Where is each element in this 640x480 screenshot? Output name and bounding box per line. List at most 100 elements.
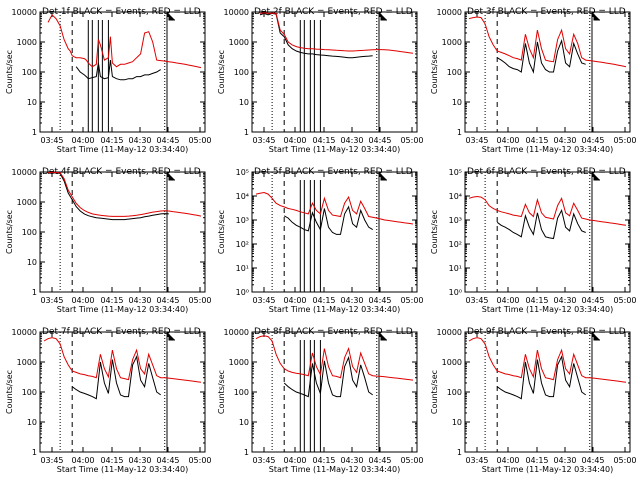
y-tick-label: 10⁴	[236, 192, 249, 201]
right-plot-frame	[166, 171, 206, 293]
y-tick-label: 10³	[236, 216, 249, 225]
x-tick-label: 04:45	[156, 296, 179, 305]
right-plot-frame	[378, 11, 418, 133]
y-tick-label: 100	[234, 68, 249, 77]
left-plot-frame	[39, 171, 168, 293]
y-tick-label: 10⁵	[236, 168, 249, 177]
right-plot-frame	[591, 11, 631, 133]
y-tick-label: 10⁰	[236, 288, 249, 297]
x-tick-label: 04:00	[71, 456, 94, 465]
y-tick-label: 10	[27, 418, 37, 427]
x-tick-label: 05:00	[188, 136, 211, 145]
right-plot-frame	[166, 11, 206, 133]
x-tick-label: 05:00	[613, 296, 636, 305]
x-tick-label: 04:30	[553, 296, 576, 305]
y-tick-label: 100	[22, 388, 37, 397]
series-lld	[255, 335, 414, 381]
x-tick-label: 04:15	[312, 136, 335, 145]
y-tick-label: 10²	[449, 240, 462, 249]
x-tick-label: 05:00	[613, 456, 636, 465]
x-tick-label: 03:45	[465, 136, 488, 145]
y-tick-label: 10000	[12, 328, 37, 337]
corner-mark	[380, 14, 387, 21]
x-tick-label: 04:30	[340, 456, 363, 465]
x-tick-label: 04:30	[553, 136, 576, 145]
x-tick-label: 04:00	[496, 456, 519, 465]
y-tick-label: 1	[244, 128, 249, 137]
y-tick-label: 10	[452, 98, 462, 107]
series-lld	[47, 14, 202, 69]
x-tick-label: 05:00	[400, 136, 423, 145]
y-axis-label: Counts/sec	[430, 370, 439, 414]
y-tick-label: 100	[447, 68, 462, 77]
y-tick-label: 10¹	[236, 264, 249, 273]
x-tick-label: 04:15	[100, 296, 123, 305]
x-axis-label: Start Time (11-May-12 03:34:40)	[269, 465, 400, 474]
series-events	[283, 355, 373, 398]
x-tick-label: 04:00	[496, 296, 519, 305]
corner-mark	[593, 14, 600, 21]
y-tick-label: 10⁰	[449, 288, 462, 297]
right-plot-frame	[591, 171, 631, 293]
y-tick-label: 10	[27, 98, 37, 107]
y-tick-label: 10¹	[449, 264, 462, 273]
y-tick-label: 100	[234, 388, 249, 397]
y-tick-label: 1000	[229, 358, 249, 367]
x-tick-label: 04:30	[553, 456, 576, 465]
x-tick-label: 04:15	[100, 456, 123, 465]
x-tick-label: 04:00	[283, 296, 306, 305]
x-tick-label: 04:00	[496, 136, 519, 145]
panel-8: Det 8f BLACK = Events, RED = LLD11010010…	[217, 327, 424, 474]
panel-4: Det 4f BLACK = Events, RED = LLD11010010…	[5, 167, 212, 314]
x-tick-label: 03:45	[465, 456, 488, 465]
y-tick-label: 10000	[12, 8, 37, 17]
series-lld	[43, 337, 202, 383]
x-axis-label: Start Time (11-May-12 03:34:40)	[269, 145, 400, 154]
x-tick-label: 04:45	[368, 456, 391, 465]
y-axis-label: Counts/sec	[217, 370, 226, 414]
x-tick-label: 04:30	[128, 456, 151, 465]
x-tick-label: 03:45	[252, 456, 275, 465]
y-tick-label: 100	[22, 68, 37, 77]
y-tick-label: 10⁴	[449, 192, 462, 201]
y-axis-label: Counts/sec	[5, 210, 14, 254]
y-tick-label: 1000	[229, 38, 249, 47]
y-tick-label: 1	[32, 128, 37, 137]
series-lld	[47, 171, 202, 217]
x-tick-label: 03:45	[40, 456, 63, 465]
left-plot-frame	[251, 171, 380, 293]
x-axis-label: Start Time (11-May-12 03:34:40)	[57, 145, 188, 154]
x-tick-label: 04:45	[581, 456, 604, 465]
series-lld	[468, 16, 627, 68]
x-tick-label: 03:45	[252, 136, 275, 145]
panel-9: Det 9f BLACK = Events, RED = LLD11010010…	[430, 327, 637, 474]
corner-mark	[168, 174, 175, 181]
series-events	[75, 60, 161, 81]
series-events	[71, 355, 161, 400]
left-plot-frame	[464, 11, 593, 133]
y-tick-label: 1000	[17, 198, 37, 207]
x-tick-label: 04:45	[581, 296, 604, 305]
y-tick-label: 10	[239, 418, 249, 427]
y-axis-label: Counts/sec	[430, 210, 439, 254]
left-plot-frame	[251, 11, 380, 133]
right-plot-frame	[166, 331, 206, 453]
x-tick-label: 04:15	[100, 136, 123, 145]
x-tick-label: 03:45	[465, 296, 488, 305]
x-tick-label: 04:15	[525, 296, 548, 305]
corner-mark	[380, 174, 387, 181]
corner-mark	[380, 334, 387, 341]
panel-5: Det 5f BLACK = Events, RED = LLD10⁰10¹10…	[217, 167, 424, 314]
x-tick-label: 04:00	[283, 136, 306, 145]
x-tick-label: 04:45	[368, 136, 391, 145]
x-tick-label: 04:15	[312, 296, 335, 305]
y-tick-label: 1000	[17, 358, 37, 367]
y-tick-label: 1	[32, 288, 37, 297]
left-plot-frame	[464, 331, 593, 453]
panel-3: Det 3f BLACK = Events, RED = LLD11010010…	[430, 7, 637, 154]
series-events	[283, 205, 373, 235]
series-events	[496, 38, 586, 74]
y-tick-label: 100	[22, 228, 37, 237]
y-tick-label: 1	[457, 448, 462, 457]
